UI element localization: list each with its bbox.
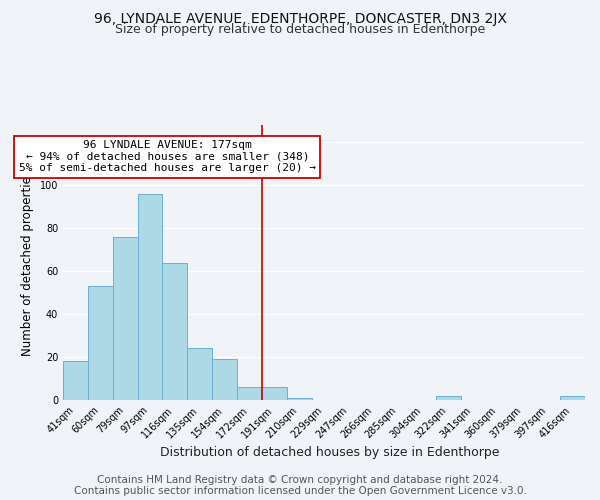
Bar xyxy=(63,362,88,400)
Bar xyxy=(560,396,585,400)
Text: 96 LYNDALE AVENUE: 177sqm
← 94% of detached houses are smaller (348)
5% of semi-: 96 LYNDALE AVENUE: 177sqm ← 94% of detac… xyxy=(19,140,316,173)
Text: Size of property relative to detached houses in Edenthorpe: Size of property relative to detached ho… xyxy=(115,22,485,36)
Bar xyxy=(436,396,461,400)
Bar xyxy=(262,387,287,400)
Bar xyxy=(237,387,262,400)
Bar xyxy=(187,348,212,400)
Bar xyxy=(137,194,163,400)
Bar xyxy=(287,398,311,400)
Text: Contains public sector information licensed under the Open Government Licence v3: Contains public sector information licen… xyxy=(74,486,526,496)
Text: Distribution of detached houses by size in Edenthorpe: Distribution of detached houses by size … xyxy=(160,446,500,459)
Bar xyxy=(212,359,237,400)
Text: 96, LYNDALE AVENUE, EDENTHORPE, DONCASTER, DN3 2JX: 96, LYNDALE AVENUE, EDENTHORPE, DONCASTE… xyxy=(94,12,506,26)
Bar xyxy=(88,286,113,400)
Text: Contains HM Land Registry data © Crown copyright and database right 2024.: Contains HM Land Registry data © Crown c… xyxy=(97,475,503,485)
Bar xyxy=(113,236,137,400)
Bar xyxy=(163,262,187,400)
Y-axis label: Number of detached properties: Number of detached properties xyxy=(21,170,34,356)
